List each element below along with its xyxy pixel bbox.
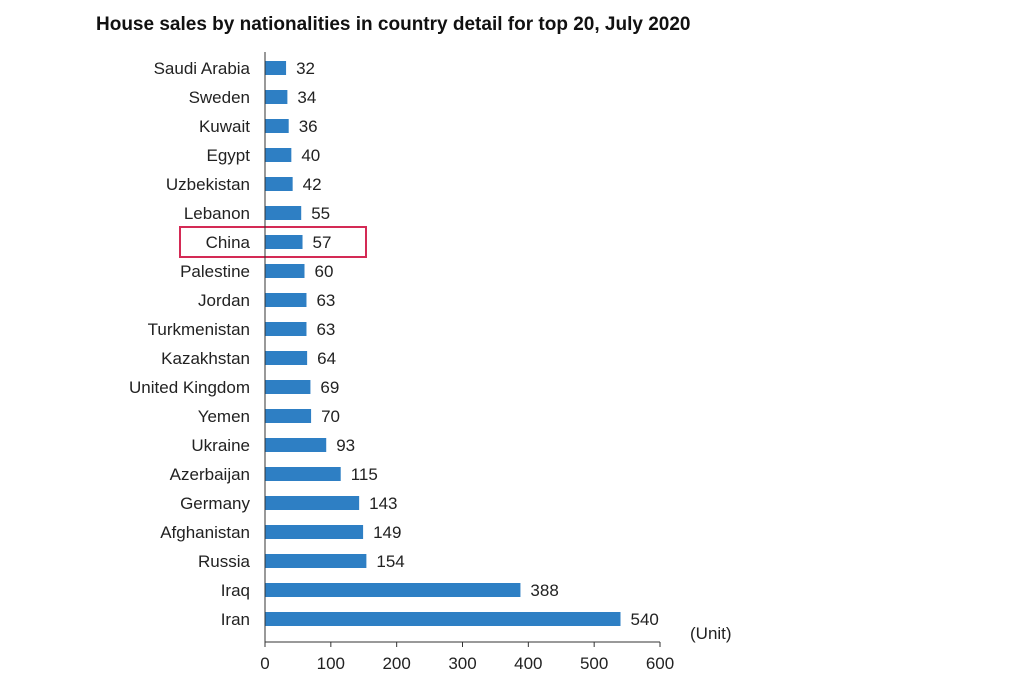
bar-lebanon: [265, 206, 302, 220]
highlight-box: [179, 226, 367, 258]
bar-germany: [265, 496, 360, 510]
category-label-kazakhstan: Kazakhstan: [161, 349, 250, 368]
value-label-iraq: 388: [530, 581, 558, 600]
bar-united-kingdom: [265, 380, 311, 394]
value-label-sweden: 34: [297, 88, 316, 107]
x-tick-label-200: 200: [382, 654, 410, 673]
category-label-sweden: Sweden: [189, 88, 250, 107]
category-label-lebanon: Lebanon: [184, 204, 250, 223]
bar-sweden: [265, 90, 288, 104]
category-label-palestine: Palestine: [180, 262, 250, 281]
category-label-iran: Iran: [221, 610, 250, 629]
value-label-ukraine: 93: [336, 436, 355, 455]
value-label-saudi-arabia: 32: [296, 59, 315, 78]
x-tick-label-100: 100: [317, 654, 345, 673]
bar-azerbaijan: [265, 467, 341, 481]
bar-palestine: [265, 264, 305, 278]
value-label-palestine: 60: [315, 262, 334, 281]
category-label-yemen: Yemen: [198, 407, 250, 426]
value-label-russia: 154: [376, 552, 404, 571]
value-label-afghanistan: 149: [373, 523, 401, 542]
value-label-jordan: 63: [316, 291, 335, 310]
bar-russia: [265, 554, 367, 568]
bar-egypt: [265, 148, 292, 162]
bar-yemen: [265, 409, 312, 423]
category-label-germany: Germany: [180, 494, 250, 513]
value-label-germany: 143: [369, 494, 397, 513]
bar-jordan: [265, 293, 307, 307]
bar-kazakhstan: [265, 351, 308, 365]
bar-turkmenistan: [265, 322, 307, 336]
value-label-kazakhstan: 64: [317, 349, 336, 368]
value-label-china: 57: [313, 233, 332, 252]
x-tick-label-600: 600: [646, 654, 674, 673]
bar-china: [265, 235, 303, 249]
category-label-afghanistan: Afghanistan: [160, 523, 250, 542]
x-tick-label-300: 300: [448, 654, 476, 673]
chart-title: House sales by nationalities in country …: [96, 14, 691, 35]
value-label-yemen: 70: [321, 407, 340, 426]
unit-label: (Unit): [690, 624, 732, 643]
category-label-russia: Russia: [198, 552, 251, 571]
bar-kuwait: [265, 119, 289, 133]
category-label-ukraine: Ukraine: [191, 436, 250, 455]
bar-iran: [265, 612, 621, 626]
category-label-china: China: [206, 233, 251, 252]
value-label-turkmenistan: 63: [316, 320, 335, 339]
value-label-azerbaijan: 115: [351, 465, 378, 484]
value-label-lebanon: 55: [311, 204, 330, 223]
category-label-iraq: Iraq: [221, 581, 250, 600]
category-label-united-kingdom: United Kingdom: [129, 378, 250, 397]
bar-ukraine: [265, 438, 327, 452]
x-tick-label-400: 400: [514, 654, 542, 673]
category-label-turkmenistan: Turkmenistan: [148, 320, 250, 339]
category-label-uzbekistan: Uzbekistan: [166, 175, 250, 194]
value-label-united-kingdom: 69: [320, 378, 339, 397]
x-tick-label-500: 500: [580, 654, 608, 673]
bar-afghanistan: [265, 525, 364, 539]
x-tick-label-0: 0: [260, 654, 269, 673]
bar-iraq: [265, 583, 521, 597]
category-label-egypt: Egypt: [207, 146, 251, 165]
bars-layer: Saudi Arabia 32 Sweden 34 Kuwait 36 Egypt 40 Uzb…: [129, 59, 659, 629]
value-label-egypt: 40: [301, 146, 320, 165]
value-label-uzbekistan: 42: [303, 175, 322, 194]
axis-layer: 0 100 200 300 400 500 600: [260, 52, 674, 673]
bar-saudi-arabia: [265, 61, 287, 75]
category-label-kuwait: Kuwait: [199, 117, 250, 136]
value-label-iran: 540: [631, 610, 659, 629]
bar-uzbekistan: [265, 177, 293, 191]
category-label-saudi-arabia: Saudi Arabia: [154, 59, 251, 78]
value-label-kuwait: 36: [299, 117, 318, 136]
category-label-jordan: Jordan: [198, 291, 250, 310]
category-label-azerbaijan: Azerbaijan: [170, 465, 250, 484]
